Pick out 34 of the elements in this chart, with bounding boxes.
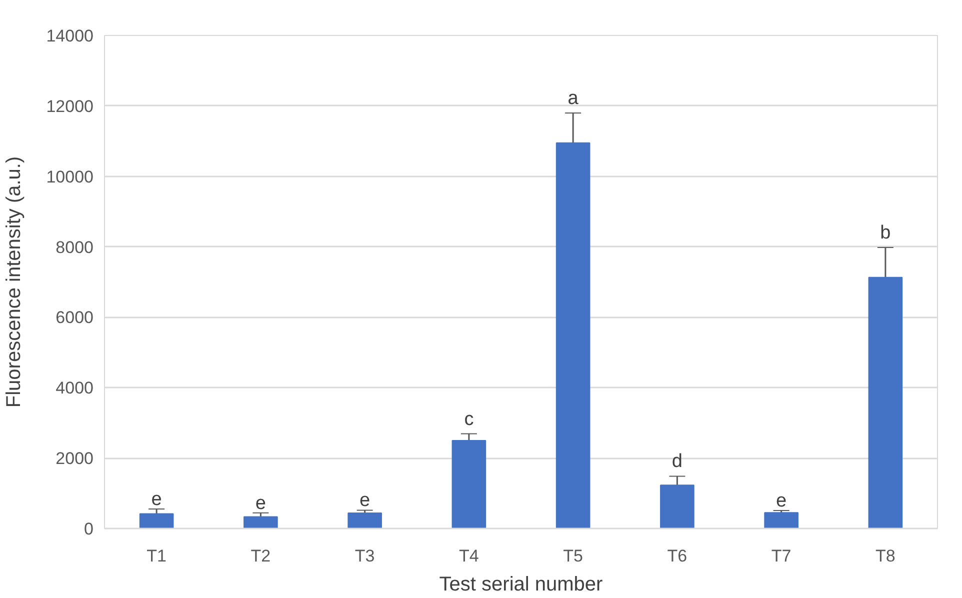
annotation: e xyxy=(360,490,370,512)
x-tick-label: T1 xyxy=(146,546,166,566)
x-tick-label: T8 xyxy=(876,546,896,566)
y-tick-label: 10000 xyxy=(46,167,94,186)
annotation: a xyxy=(568,88,579,109)
annotation: d xyxy=(672,451,682,472)
x-tick-label: T7 xyxy=(771,546,792,566)
annotation: b xyxy=(880,222,891,244)
annotation: e xyxy=(151,488,162,510)
x-tick-label: T4 xyxy=(459,546,479,566)
x-tick-label: T6 xyxy=(667,546,688,566)
x-axis-title: Test serial number xyxy=(439,574,604,596)
y-tick-label: 14000 xyxy=(46,26,94,46)
y-tick-label: 8000 xyxy=(56,238,94,257)
x-tick-label: T3 xyxy=(354,546,375,566)
annotation: e xyxy=(255,492,266,514)
y-tick-label: 4000 xyxy=(56,378,94,398)
bar xyxy=(244,516,278,528)
y-tick-label: 2000 xyxy=(56,449,94,468)
bar xyxy=(660,484,694,528)
y-axis-title: Fluorescence intensity (a.u.) xyxy=(3,156,26,408)
y-tick-label: 6000 xyxy=(56,308,94,328)
annotation: e xyxy=(776,490,787,512)
y-tick-label: 0 xyxy=(84,520,94,538)
bar xyxy=(868,276,903,528)
bar xyxy=(348,512,382,528)
bar xyxy=(139,513,174,528)
x-tick-label: T2 xyxy=(250,546,271,566)
y-tick-label: 12000 xyxy=(46,96,94,116)
x-tick-label: T5 xyxy=(563,546,583,566)
bar xyxy=(556,142,590,528)
bar xyxy=(452,440,486,528)
annotation: c xyxy=(464,408,474,430)
bar xyxy=(764,512,798,528)
